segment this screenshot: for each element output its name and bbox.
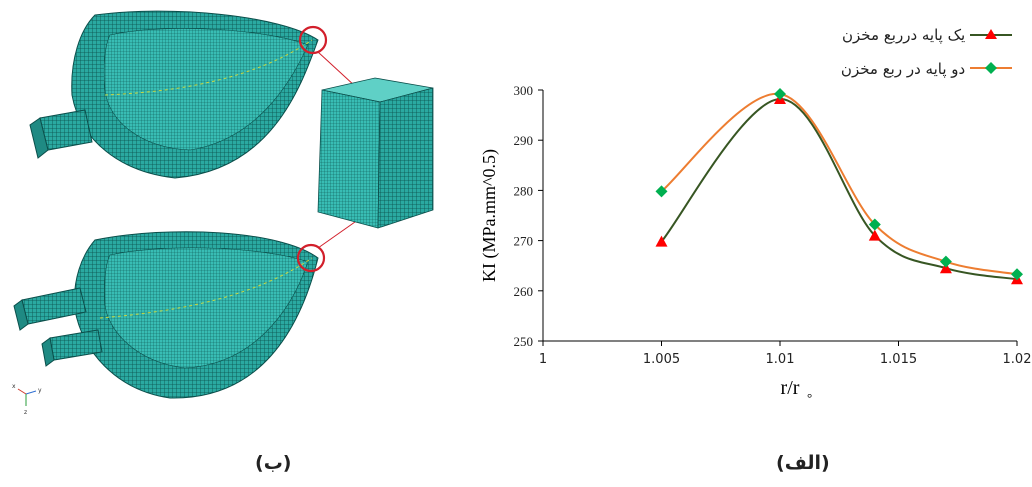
series-2-point: [939, 255, 952, 268]
upper-vessel-mesh: [29, 10, 328, 179]
series-line-1: [660, 98, 1018, 281]
y-tick-label: 270: [514, 234, 534, 249]
series-1-point: [655, 235, 668, 247]
y-tick-label: 250: [514, 334, 534, 349]
series-2-point: [868, 218, 881, 231]
x-axis-title: r/r: [781, 377, 800, 399]
caption-right: (الف): [776, 452, 830, 474]
chart-series-lines: [660, 93, 1018, 281]
x-tick-label: 1: [539, 352, 547, 367]
detail-cube-mesh: [317, 77, 434, 229]
axis-triad-x-label: x: [12, 383, 16, 390]
caption-left: (ب): [255, 452, 292, 474]
y-tick-label: 280: [514, 183, 534, 198]
ki-line-chart: 250 260 270 280 290 300 1 1.005 1.01 1.015 1.02 KI …: [479, 83, 1031, 405]
series-2-point: [1011, 268, 1023, 281]
legend-item-series-2: دو پایه در ربع مخزن: [841, 60, 1012, 79]
y-tick-label: 300: [514, 83, 534, 98]
axis-triad-y-label: y: [38, 387, 42, 394]
legend-marker-triangle-icon: [970, 27, 1012, 45]
y-tick-label: 290: [514, 133, 534, 148]
series-2-point: [774, 88, 786, 101]
x-tick-label: 1.01: [766, 352, 795, 367]
series-1-point: [939, 262, 952, 274]
chart-axes: [538, 89, 1018, 346]
lower-vessel-mesh: [13, 231, 326, 399]
x-tick-label: 1.02: [1003, 352, 1032, 367]
series-2-point: [655, 185, 668, 198]
lower-detail-circle: [296, 243, 326, 273]
axis-triad-icon: x y z: [12, 383, 42, 416]
y-axis-title: KI (MPa.mm^0.5): [479, 149, 500, 282]
legend-marker-diamond-icon: [970, 61, 1012, 79]
series-1-point: [868, 229, 881, 241]
x-axis-title-subscript: °: [807, 390, 812, 405]
chart-series-markers: [655, 88, 1023, 285]
x-tick-label: 1.005: [643, 352, 680, 367]
legend-label-series-2: دو پایه در ربع مخزن: [840, 60, 966, 78]
series-line-2: [660, 93, 1018, 276]
fem-mesh-illustration: x y z: [12, 10, 434, 416]
y-tick-label: 260: [514, 284, 534, 299]
chart-axis-labels: 250 260 270 280 290 300 1 1.005 1.01 1.015 1.02 KI …: [479, 83, 1031, 405]
axis-triad-z-label: z: [24, 409, 27, 416]
legend-item-series-1: یک پایه درربع مخزن: [842, 26, 1012, 45]
legend-label-series-1: یک پایه درربع مخزن: [842, 26, 966, 44]
upper-detail-circle: [298, 25, 328, 55]
x-tick-label: 1.015: [880, 352, 917, 367]
